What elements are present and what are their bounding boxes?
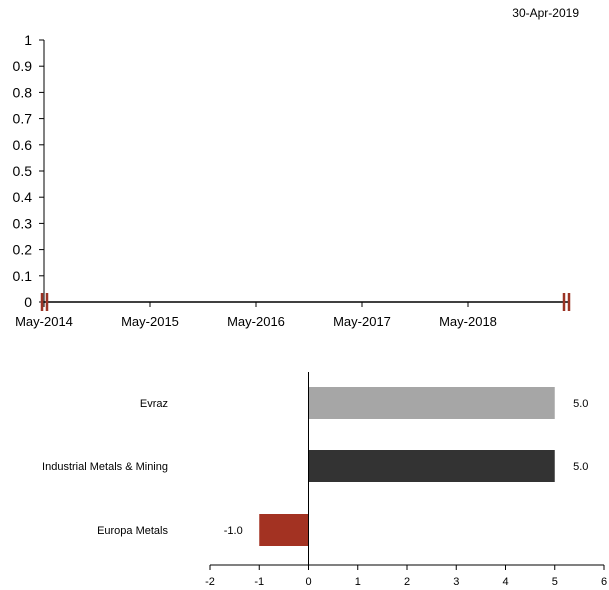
y-tick-label: 0.9 [13,58,33,74]
y-tick-label: 0.4 [13,189,33,205]
x-tick-label: -2 [205,576,215,588]
y-tick-label: 0.6 [13,137,33,153]
y-tick-label: 0.3 [13,215,33,231]
x-tick-label: 0 [305,576,311,588]
x-tick-label: May-2018 [439,314,497,329]
category-label: Industrial Metals & Mining [42,461,168,473]
x-tick-label: May-2014 [15,314,73,329]
bar-chart: Evraz 5.0 Industrial Metals & Mining 5.0 Eur… [42,372,607,588]
x-tick-label: May-2015 [121,314,179,329]
date-label: 30-Apr-2019 [512,6,579,20]
x-tick-label: -1 [254,576,264,588]
bar-value-label: 5.0 [573,398,588,410]
y-tick-label: 0.8 [13,84,33,100]
line-chart: 0 0.1 0.2 0.3 0.4 0.5 0.6 0.7 0.8 0.9 1 May-2014 May… [13,32,571,329]
x-tick-label: 3 [453,576,459,588]
bar [308,387,555,419]
x-tick-label: 1 [355,576,361,588]
x-tick-label: 6 [601,576,607,588]
x-tick-label: 4 [502,576,508,588]
bar [259,514,309,546]
x-tick-label: May-2016 [227,314,285,329]
x-tick-label: 2 [404,576,410,588]
y-tick-label: 0.7 [13,111,33,127]
bar-value-label: 5.0 [573,461,588,473]
category-label: Evraz [140,398,168,410]
x-tick-label: 5 [552,576,558,588]
y-tick-label: 1 [24,32,32,48]
y-tick-label: 0 [24,294,32,310]
bar [308,450,555,482]
category-label: Europa Metals [97,525,168,537]
y-tick-label: 0.1 [13,268,33,284]
y-tick-label: 0.5 [13,163,33,179]
y-tick-label: 0.2 [13,242,33,258]
x-tick-label: May-2017 [333,314,391,329]
bar-value-label: -1.0 [224,525,243,537]
